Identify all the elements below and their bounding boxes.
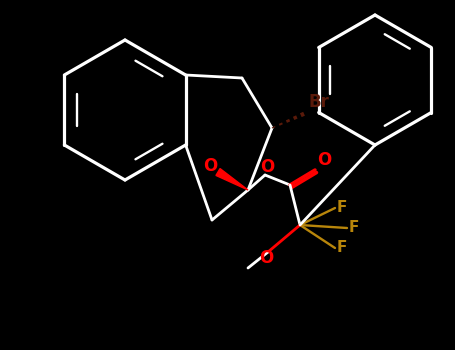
Text: Br: Br [309,93,330,111]
Text: F: F [337,240,347,256]
Polygon shape [216,169,248,190]
Text: O: O [260,158,274,176]
Text: F: F [349,220,359,236]
Text: O: O [203,157,217,175]
Text: O: O [317,151,331,169]
Text: F: F [337,201,347,216]
Text: O: O [259,249,273,267]
